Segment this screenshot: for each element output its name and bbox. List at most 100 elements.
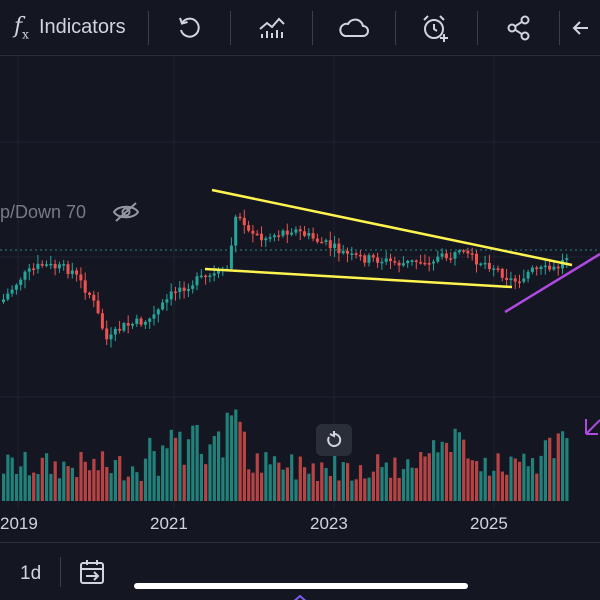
volume-bar bbox=[45, 453, 49, 501]
candle-body bbox=[522, 278, 526, 282]
compare-icon bbox=[258, 17, 285, 38]
price-chart[interactable] bbox=[0, 57, 600, 508]
volume-bar bbox=[561, 431, 565, 501]
volume-bar bbox=[393, 457, 397, 501]
volume-bar bbox=[66, 466, 70, 501]
volume-bar bbox=[156, 475, 160, 501]
alert-button[interactable] bbox=[396, 0, 477, 56]
candle-body bbox=[423, 262, 427, 265]
candle-body bbox=[178, 287, 182, 292]
candle-body bbox=[436, 256, 440, 262]
compare-button[interactable] bbox=[231, 0, 312, 56]
toolbar-divider bbox=[476, 10, 478, 45]
candle-body bbox=[152, 314, 156, 319]
cloud-button[interactable] bbox=[313, 0, 394, 56]
toolbar-divider bbox=[394, 10, 396, 45]
candle-body bbox=[234, 216, 238, 246]
candle-body bbox=[346, 250, 349, 254]
volume-bar bbox=[199, 453, 203, 501]
candle-body bbox=[19, 279, 23, 285]
candle-body bbox=[169, 291, 173, 300]
candle-body bbox=[470, 253, 474, 255]
undo-button[interactable] bbox=[149, 0, 230, 56]
volume-bar bbox=[522, 453, 526, 501]
volume-bar bbox=[505, 474, 509, 501]
volume-bar bbox=[118, 456, 122, 501]
volume-bar bbox=[277, 462, 281, 501]
volume-bar bbox=[229, 415, 234, 501]
volume-bar bbox=[315, 480, 320, 501]
candle-body bbox=[182, 287, 186, 291]
candle-body bbox=[315, 238, 319, 242]
indicators-label: Indicators bbox=[38, 16, 126, 38]
candle-body bbox=[100, 313, 104, 329]
chart-area[interactable]: p/Down 70 bbox=[0, 57, 600, 540]
candle-body bbox=[105, 328, 109, 340]
volume-bar bbox=[311, 463, 315, 501]
volume-bar bbox=[535, 473, 539, 501]
volume-bar bbox=[161, 445, 165, 501]
candle-body bbox=[328, 240, 332, 249]
volume-bar bbox=[565, 438, 569, 501]
volume-bar bbox=[10, 457, 14, 501]
candle-body bbox=[389, 258, 392, 262]
candle-body bbox=[92, 294, 96, 301]
volume-bar bbox=[466, 458, 470, 501]
candle-body bbox=[466, 250, 470, 254]
candle-body bbox=[380, 261, 384, 264]
candle-body bbox=[358, 254, 362, 257]
volume-bar bbox=[23, 451, 27, 501]
indicator-legend[interactable]: p/Down 70 bbox=[0, 201, 140, 223]
volume-bar bbox=[251, 472, 255, 501]
candle-body bbox=[2, 299, 5, 302]
volume-bar bbox=[88, 470, 92, 501]
time-axis-label: 2025 bbox=[470, 514, 508, 533]
candle-body bbox=[23, 271, 27, 280]
volume-bar bbox=[290, 454, 294, 501]
candle-body bbox=[186, 288, 190, 291]
candle-body bbox=[247, 225, 251, 231]
top-toolbar: fx Indicators bbox=[0, 0, 600, 56]
candle-body bbox=[70, 270, 74, 274]
reset-icon bbox=[327, 431, 342, 447]
candle-body bbox=[556, 266, 560, 269]
candle-body bbox=[457, 250, 461, 253]
volume-bar bbox=[509, 456, 513, 501]
volume-bar bbox=[298, 456, 302, 501]
volume-bar bbox=[449, 452, 453, 501]
candle-body bbox=[229, 245, 233, 269]
candle-body bbox=[440, 253, 444, 257]
eye-off-icon[interactable] bbox=[112, 201, 140, 223]
volume-bar bbox=[389, 477, 393, 501]
reset-chart-button[interactable] bbox=[316, 424, 352, 456]
goto-date-icon[interactable] bbox=[78, 557, 108, 592]
volume-bar bbox=[247, 469, 251, 501]
time-axis-label: 2021 bbox=[150, 514, 188, 533]
candle-body bbox=[290, 232, 294, 235]
volume-bar bbox=[324, 468, 328, 501]
indicators-button[interactable]: fx Indicators bbox=[0, 0, 148, 56]
volume-bar bbox=[27, 475, 31, 501]
candle-body bbox=[6, 293, 10, 300]
candle-body bbox=[350, 253, 354, 255]
candle-body bbox=[131, 324, 134, 326]
candle-body bbox=[174, 291, 177, 294]
candle-body bbox=[294, 229, 298, 233]
candle-body bbox=[513, 278, 517, 282]
share-button[interactable] bbox=[478, 0, 559, 56]
candle-body bbox=[410, 260, 414, 262]
interval-button[interactable]: 1d bbox=[20, 563, 42, 584]
volume-bar bbox=[406, 459, 410, 501]
candle-body bbox=[40, 263, 44, 266]
back-button[interactable] bbox=[560, 0, 600, 56]
candle-body bbox=[432, 261, 435, 264]
time-axis[interactable]: 2019 2021 2023 2025 bbox=[0, 508, 600, 540]
volume-bar bbox=[530, 458, 535, 501]
volume-bar bbox=[479, 471, 483, 501]
volume-bar bbox=[432, 440, 436, 501]
candle-body bbox=[449, 258, 453, 260]
candle-body bbox=[156, 309, 160, 315]
volume-bar bbox=[539, 455, 543, 501]
volume-bar bbox=[440, 441, 444, 501]
candle-body bbox=[354, 253, 358, 255]
